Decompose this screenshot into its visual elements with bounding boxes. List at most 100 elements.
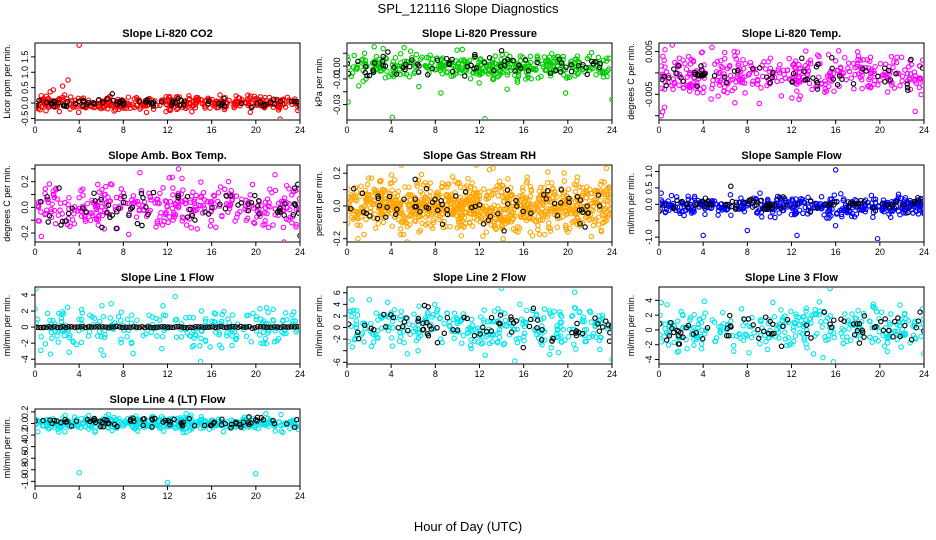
- data-point: [506, 196, 513, 203]
- data-point: [539, 200, 546, 206]
- data-point: [799, 55, 805, 62]
- data-point: [820, 354, 826, 361]
- data-point: [462, 73, 468, 79]
- data-point: [137, 169, 143, 176]
- data-point: [431, 301, 438, 308]
- data-point: [51, 194, 57, 201]
- data-point: [221, 324, 227, 330]
- data-point: [869, 324, 876, 331]
- data-point: [371, 326, 377, 333]
- y-tick-label: 0.5: [644, 182, 654, 195]
- data-point: [528, 210, 534, 217]
- data-point: [99, 224, 105, 231]
- data-point: [701, 298, 708, 305]
- data-point: [688, 326, 695, 332]
- data-point: [358, 183, 364, 189]
- data-point: [97, 324, 103, 330]
- data-point: [590, 330, 597, 337]
- data-point: [422, 62, 428, 69]
- data-point: [252, 324, 258, 331]
- data-point: [262, 205, 269, 211]
- data-point: [914, 199, 920, 206]
- data-point: [797, 93, 804, 99]
- data-point: [546, 220, 552, 226]
- data-point: [262, 335, 269, 342]
- data-point: [840, 197, 846, 204]
- data-point: [229, 312, 236, 318]
- data-point: [247, 192, 253, 198]
- data-point: [586, 308, 593, 314]
- data-point: [872, 63, 878, 70]
- data-point: [850, 321, 857, 327]
- x-tick-label: 12: [786, 125, 796, 135]
- data-point: [825, 202, 831, 209]
- data-point: [189, 108, 195, 115]
- data-point: [154, 218, 161, 225]
- data-point: [693, 329, 700, 336]
- data-point: [694, 83, 700, 89]
- data-point: [374, 60, 380, 67]
- data-point: [872, 335, 879, 342]
- data-point: [221, 106, 228, 113]
- data-point: [702, 331, 708, 337]
- data-point: [538, 316, 544, 323]
- data-point: [685, 322, 692, 329]
- data-point: [397, 71, 403, 78]
- data-point: [150, 324, 157, 331]
- data-point: [660, 190, 664, 196]
- data-point: [252, 192, 258, 199]
- data-point: [699, 49, 706, 55]
- x-tick-label: 12: [162, 247, 172, 257]
- data-point: [384, 204, 390, 211]
- data-point: [272, 423, 278, 430]
- data-point: [807, 198, 814, 205]
- data-point: [827, 196, 833, 202]
- data-point: [419, 54, 425, 61]
- data-point: [165, 219, 171, 226]
- data-point: [183, 429, 189, 436]
- data-point: [290, 318, 296, 324]
- data-point: [826, 211, 833, 217]
- data-point: [872, 208, 879, 214]
- data-point: [405, 327, 411, 334]
- data-point: [96, 212, 102, 219]
- data-point: [681, 212, 687, 219]
- data-point: [716, 82, 723, 88]
- data-point: [831, 192, 838, 198]
- data-point: [797, 65, 804, 71]
- data-point: [129, 197, 135, 203]
- data-point: [401, 44, 407, 51]
- panel-ylabel: Licor ppm per min.: [2, 44, 12, 119]
- data-point: [894, 328, 901, 335]
- data-point: [771, 314, 778, 320]
- x-tick-label: 0: [656, 369, 661, 379]
- data-point: [743, 331, 749, 338]
- data-point: [216, 332, 222, 338]
- data-point: [899, 319, 906, 325]
- data-point: [197, 358, 204, 363]
- data-point: [348, 57, 351, 63]
- data-point: [148, 329, 155, 336]
- data-point: [490, 166, 496, 171]
- x-tick-label: 4: [77, 491, 82, 501]
- data-point: [538, 73, 544, 80]
- data-point: [600, 57, 607, 64]
- data-point: [766, 330, 772, 337]
- plot-frame: [346, 42, 613, 121]
- data-point: [368, 175, 375, 181]
- y-tick-label: 0.00: [332, 57, 342, 75]
- data-point: [854, 61, 860, 68]
- data-point: [722, 74, 728, 80]
- data-point: [126, 212, 132, 219]
- data-point: [495, 305, 501, 312]
- data-point: [867, 334, 873, 340]
- data-point: [419, 220, 425, 227]
- x-tick-label: 0: [344, 125, 349, 135]
- data-point: [149, 314, 156, 320]
- data-point: [822, 78, 828, 84]
- data-point: [565, 334, 572, 340]
- panel-ylabel: ml/min per min.: [2, 417, 12, 479]
- series-1: [36, 44, 299, 119]
- data-point: [554, 323, 560, 329]
- data-point: [78, 187, 84, 194]
